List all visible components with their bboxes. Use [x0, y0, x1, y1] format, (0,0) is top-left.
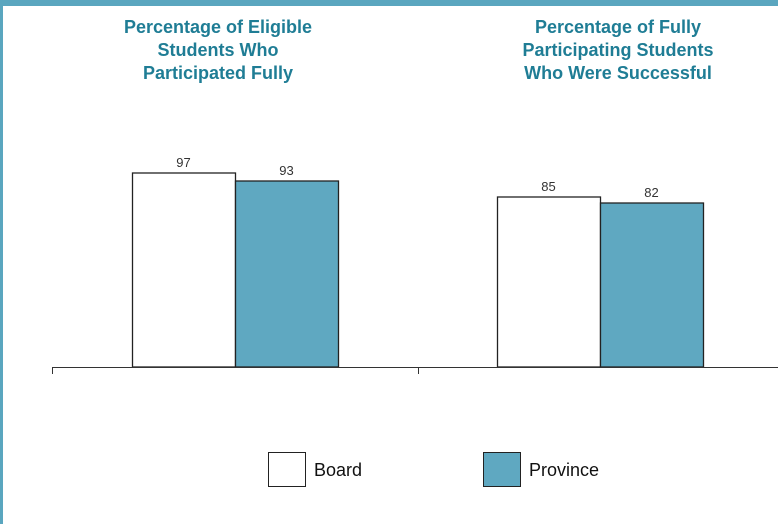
legend-label: Province — [529, 460, 599, 480]
bar — [496, 196, 602, 368]
chart-title: Percentage of Eligible Students Who Part… — [123, 17, 313, 83]
bar — [131, 172, 237, 368]
value-label: 85 — [541, 179, 555, 194]
value-label: 97 — [176, 155, 190, 170]
value-label: 82 — [644, 185, 658, 200]
legend-label: Board — [314, 460, 362, 480]
legend-swatch — [483, 452, 521, 487]
bar — [599, 202, 705, 368]
legend-swatch — [268, 452, 306, 487]
bar — [234, 180, 340, 368]
value-label: 93 — [279, 163, 293, 178]
chart-title: Percentage of Fully Participating Studen… — [522, 17, 714, 83]
